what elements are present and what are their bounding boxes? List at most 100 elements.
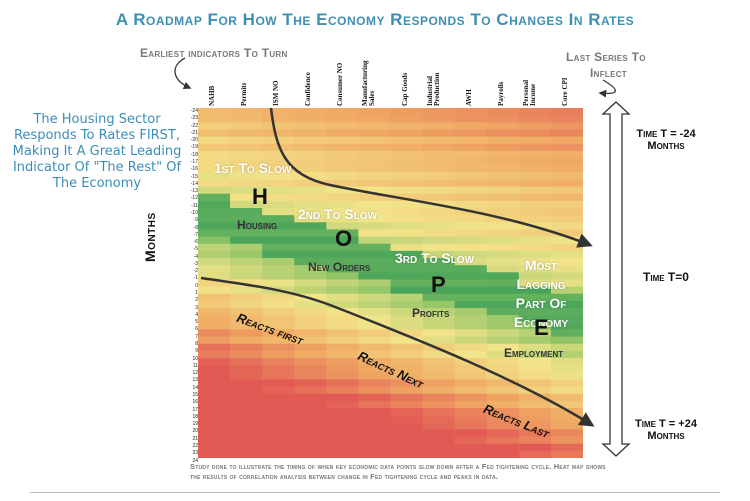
heat-cell	[390, 272, 424, 281]
heat-cell	[358, 408, 392, 416]
heat-cell	[518, 122, 552, 131]
row-tick: 10	[192, 355, 198, 362]
heat-cell	[198, 350, 231, 359]
heat-cell	[422, 215, 456, 223]
footer-note: Study done to illustrate the timing of w…	[190, 462, 606, 481]
heat-cell	[422, 200, 456, 209]
heat-cell	[518, 372, 552, 381]
heat-cell	[294, 250, 327, 259]
heat-cell	[230, 208, 263, 216]
heat-cell	[454, 229, 488, 238]
heat-cell	[518, 250, 552, 259]
heat-cell	[518, 408, 552, 416]
heat-cell	[454, 386, 488, 395]
heat-cell	[358, 236, 392, 245]
heat-cell	[390, 129, 424, 138]
heat-cell	[198, 415, 231, 423]
heat-cell	[486, 136, 520, 145]
heat-cell	[390, 229, 424, 238]
heat-cell	[486, 179, 520, 188]
heat-cell	[486, 443, 520, 452]
row-tick: -10	[190, 209, 198, 216]
heat-cell	[198, 358, 231, 366]
row-tick: -23	[190, 115, 198, 122]
heat-cell	[518, 429, 552, 438]
heat-cell	[550, 143, 583, 152]
heat-cell	[422, 158, 456, 166]
heat-cell	[262, 343, 295, 352]
heat-cell	[198, 150, 231, 159]
heat-cell	[358, 115, 392, 123]
heat-cell	[422, 372, 456, 381]
heat-cell	[454, 308, 488, 316]
heat-cell	[454, 400, 488, 409]
heat-cell	[454, 193, 488, 202]
row-tick: -18	[190, 151, 198, 158]
heat-cell	[454, 422, 488, 431]
last-series-callout-line1: Last Series To	[566, 50, 646, 64]
heat-cell	[358, 429, 392, 438]
heat-cell	[230, 129, 263, 138]
heat-cell	[390, 150, 424, 159]
heat-cell	[198, 250, 231, 259]
heat-cell	[230, 193, 263, 202]
row-tick: -12	[190, 195, 198, 202]
heat-cell	[518, 422, 552, 431]
heat-cell	[422, 400, 456, 409]
heat-cell	[390, 429, 424, 438]
row-tick: -7	[193, 231, 198, 238]
heat-cell	[486, 158, 520, 166]
heat-cell	[422, 129, 456, 138]
heat-cell	[454, 450, 488, 458]
heat-cell	[550, 265, 583, 273]
heat-cell	[230, 400, 263, 409]
heat-cell	[198, 265, 231, 273]
heat-cell	[326, 350, 360, 359]
heat-cell	[230, 165, 263, 173]
heat-cell	[294, 415, 327, 423]
row-tick: -3	[193, 260, 198, 267]
heat-cell	[230, 365, 263, 373]
heat-cell	[230, 108, 263, 116]
heat-cell	[550, 436, 583, 445]
heat-cell	[390, 158, 424, 166]
heat-cell	[358, 222, 392, 231]
heat-cell	[198, 222, 231, 231]
heat-cell	[518, 379, 552, 388]
heat-cell	[454, 200, 488, 209]
row-tick: -22	[190, 122, 198, 129]
heat-cell	[422, 336, 456, 345]
heat-cell	[326, 150, 360, 159]
heat-cell	[486, 172, 520, 181]
heat-cell	[262, 350, 295, 359]
heat-cell	[198, 193, 231, 202]
heat-cell	[198, 208, 231, 216]
heat-cell	[486, 215, 520, 223]
heat-cell	[262, 429, 295, 438]
heat-cell	[518, 200, 552, 209]
heat-cell	[486, 129, 520, 138]
heat-cell	[422, 415, 456, 423]
heat-cell	[326, 443, 360, 452]
heat-cell	[358, 286, 392, 295]
heat-cell	[294, 243, 327, 252]
row-tick: 20	[192, 428, 198, 435]
heat-cell	[358, 136, 392, 145]
heat-cell	[262, 450, 295, 458]
heat-cell	[390, 179, 424, 188]
heat-cell	[294, 108, 327, 116]
heat-cell	[454, 365, 488, 373]
heat-cell	[198, 243, 231, 252]
heat-cell	[486, 150, 520, 159]
row-tick: -9	[193, 217, 198, 224]
heat-cell	[518, 186, 552, 195]
time-bottom-line1: Time T = +24	[635, 418, 697, 430]
row-tick: -24	[190, 108, 198, 114]
heat-cell	[294, 450, 327, 458]
column-label: Industrial Production	[425, 72, 441, 106]
heat-cell	[422, 350, 456, 359]
heat-cell	[550, 243, 583, 252]
heat-cell	[550, 386, 583, 395]
heat-cell	[262, 300, 295, 309]
stage-3-letter: P	[431, 272, 446, 297]
